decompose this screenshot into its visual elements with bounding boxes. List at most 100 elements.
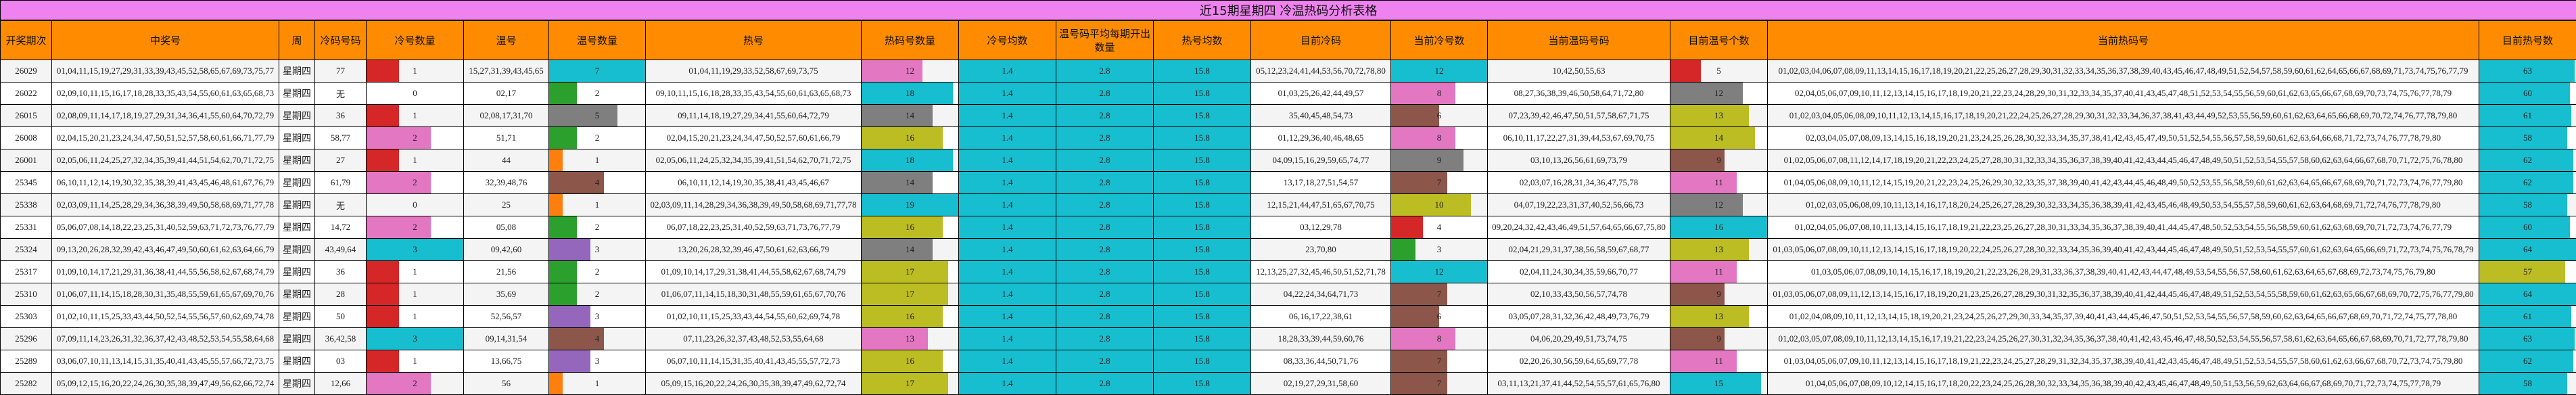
cell-numbers: 06,10,11,12,14,19,30,32,35,38,39,41,43,4… xyxy=(52,172,279,194)
count-bar xyxy=(367,149,399,171)
column-header-numbers: 中奖号 xyxy=(52,20,279,60)
cell-cold: 36 xyxy=(315,105,367,127)
count-value: 12 xyxy=(1714,88,1723,98)
cell-cur-cold-count: 10 xyxy=(1391,194,1488,216)
cell-cur-cold: 04,22,24,34,64,71,73 xyxy=(1251,283,1391,306)
count-value: 64 xyxy=(2523,244,2532,254)
cell-numbers: 01,02,10,11,15,25,33,43,44,50,52,54,55,5… xyxy=(52,306,279,328)
cell-cur-hot-count: 60 xyxy=(2479,216,2576,239)
count-value: 3 xyxy=(595,244,600,254)
cell-cold: 03 xyxy=(315,350,367,373)
cell-cur-cold-count: 3 xyxy=(1391,239,1488,261)
count-value: 2 xyxy=(413,133,417,143)
count-value: 60 xyxy=(2523,222,2532,232)
count-value: 1 xyxy=(595,155,600,165)
column-header-cur-cold: 目前冷码 xyxy=(1251,20,1391,60)
cell-cur-warm-count: 11 xyxy=(1670,350,1768,373)
count-bar xyxy=(1670,83,1743,104)
cell-warm-count: 1 xyxy=(549,373,646,395)
count-value: 18 xyxy=(906,88,914,98)
count-value: 19 xyxy=(906,200,914,210)
cell-cur-cold-count: 6 xyxy=(1391,306,1488,328)
count-value: 62 xyxy=(2523,356,2532,366)
cell-cold-avg: 1.4 xyxy=(959,306,1056,328)
cell-warm-avg: 2.8 xyxy=(1056,261,1154,283)
cell-weekday: 星期四 xyxy=(279,172,315,194)
count-bar xyxy=(367,127,431,149)
count-value: 11 xyxy=(1714,356,1723,366)
count-value: 6 xyxy=(1437,110,1442,120)
count-bar xyxy=(367,216,431,238)
count-value: 63 xyxy=(2523,66,2532,76)
count-value: 2 xyxy=(413,378,417,388)
count-value: 4 xyxy=(595,177,600,187)
count-value: 14 xyxy=(906,244,914,254)
column-header-cold-count: 冷号数量 xyxy=(367,20,464,60)
column-header-hot-avg: 热号均数 xyxy=(1154,20,1251,60)
column-header-weekday: 周 xyxy=(279,20,315,60)
cell-hot-avg: 15.8 xyxy=(1154,261,1251,283)
cell-hot-avg: 15.8 xyxy=(1154,373,1251,395)
cell-cur-warm: 03,11,13,21,37,41,44,52,54,55,57,61,65,7… xyxy=(1488,373,1670,395)
cell-hot-count: 17 xyxy=(862,261,959,283)
cell-warm-count: 3 xyxy=(549,306,646,328)
cell-cold-count: 0 xyxy=(367,83,464,105)
cell-period: 25338 xyxy=(1,194,52,216)
count-bar xyxy=(1670,60,1701,82)
count-bar xyxy=(1391,127,1455,149)
count-bar xyxy=(367,350,399,372)
count-bar xyxy=(1391,239,1415,260)
cell-numbers: 01,09,10,14,17,21,29,31,36,38,41,44,55,5… xyxy=(52,261,279,283)
cell-hot-avg: 15.8 xyxy=(1154,83,1251,105)
count-value: 13 xyxy=(1714,244,1723,254)
cell-numbers: 03,06,07,10,11,13,14,15,31,35,40,41,43,4… xyxy=(52,350,279,373)
cell-cur-hot-count: 62 xyxy=(2479,149,2576,172)
cell-numbers: 05,06,07,08,14,18,22,23,25,31,40,52,59,6… xyxy=(52,216,279,239)
cell-hot: 13,20,26,28,32,39,46,47,50,61,62,63,66,7… xyxy=(646,239,862,261)
cell-warm: 02,08,17,31,70 xyxy=(464,105,549,127)
cell-cur-hot-count: 63 xyxy=(2479,328,2576,350)
count-value: 7 xyxy=(1437,378,1442,388)
cell-hot: 06,07,18,22,23,25,31,40,52,59,63,71,73,7… xyxy=(646,216,862,239)
cell-hot: 01,02,10,11,15,25,33,43,44,54,55,60,62,6… xyxy=(646,306,862,328)
count-value: 14 xyxy=(906,177,914,187)
cell-warm-avg: 2.8 xyxy=(1056,83,1154,105)
cell-cur-cold-count: 7 xyxy=(1391,373,1488,395)
cell-cur-hot: 02,04,05,06,07,09,10,11,12,13,14,15,16,1… xyxy=(1768,83,2479,105)
cell-cur-hot: 01,02,03,04,06,07,08,09,11,13,14,15,16,1… xyxy=(1768,60,2479,83)
cell-warm-avg: 2.8 xyxy=(1056,105,1154,127)
cell-warm: 44 xyxy=(464,149,549,172)
count-bar xyxy=(1391,328,1455,350)
count-value: 62 xyxy=(2523,155,2532,165)
cell-cold-avg: 1.4 xyxy=(959,105,1056,127)
cell-cur-warm: 07,23,39,42,46,47,50,51,57,58,67,71,75 xyxy=(1488,105,1670,127)
cell-hot-avg: 15.8 xyxy=(1154,283,1251,306)
count-value: 61 xyxy=(2523,311,2532,321)
count-value: 12 xyxy=(1435,266,1444,277)
count-value: 1 xyxy=(595,200,600,210)
cell-hot: 01,09,10,14,17,29,31,38,41,44,55,58,62,6… xyxy=(646,261,862,283)
cell-period: 25296 xyxy=(1,328,52,350)
count-bar xyxy=(862,306,943,327)
column-header-cold: 冷码号码 xyxy=(315,20,367,60)
cell-warm: 56 xyxy=(464,373,549,395)
count-value: 2 xyxy=(595,266,600,277)
cell-warm-avg: 2.8 xyxy=(1056,306,1154,328)
cell-cur-warm-count: 9 xyxy=(1670,328,1768,350)
count-value: 16 xyxy=(906,222,914,232)
cell-warm-avg: 2.8 xyxy=(1056,373,1154,395)
cell-cur-hot: 01,02,03,05,06,08,09,10,11,13,14,16,17,1… xyxy=(1768,194,2479,216)
cell-hot: 01,06,07,11,14,15,18,30,31,48,55,59,61,6… xyxy=(646,283,862,306)
cell-period: 25317 xyxy=(1,261,52,283)
cell-period: 26015 xyxy=(1,105,52,127)
cell-cold-avg: 1.4 xyxy=(959,216,1056,239)
cell-weekday: 星期四 xyxy=(279,149,315,172)
count-bar xyxy=(1391,83,1455,104)
count-bar xyxy=(1670,127,1755,149)
cell-warm-count: 4 xyxy=(549,328,646,350)
cell-cur-warm: 02,10,33,43,50,56,57,74,78 xyxy=(1488,283,1670,306)
count-bar xyxy=(549,283,577,305)
count-bar xyxy=(1670,105,1749,126)
